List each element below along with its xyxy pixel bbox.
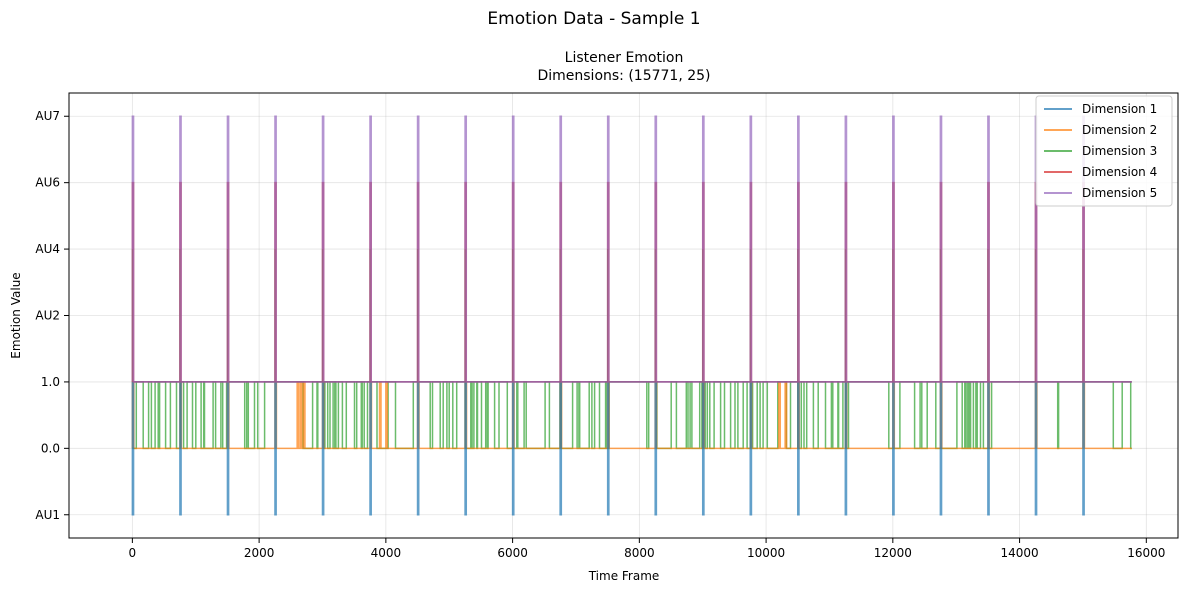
chart-title-line2: Dimensions: (15771, 25) — [537, 68, 710, 84]
y-tick-label: AU7 — [35, 109, 60, 123]
x-tick-label: 10000 — [747, 546, 785, 560]
y-axis-ticks: AU1 0.0 1.0 AU2 AU4 AU6 AU7 — [35, 109, 69, 522]
chart-title-line1: Listener Emotion — [565, 50, 684, 66]
x-tick-label: 12000 — [874, 546, 912, 560]
y-tick-label: AU2 — [35, 309, 60, 323]
grid-lines — [69, 93, 1178, 538]
x-axis-ticks: 0 2000 4000 6000 8000 10000 12000 14000 16000 — [129, 538, 1165, 560]
legend-label: Dimension 1 — [1082, 102, 1157, 116]
figure-suptitle: Emotion Data - Sample 1 — [487, 9, 700, 29]
y-tick-label: AU6 — [35, 176, 60, 190]
legend-box — [1035, 95, 1173, 207]
legend: Dimension 1 Dimension 2 Dimension 3 Dimensi… — [1035, 95, 1173, 207]
series-line-dimension-5 — [131, 115, 1132, 383]
y-tick-label: AU4 — [35, 242, 60, 256]
x-tick-label: 16000 — [1127, 546, 1165, 560]
series-line-dimension-2 — [131, 381, 1132, 450]
x-tick-label: 6000 — [497, 546, 528, 560]
legend-label: Dimension 5 — [1082, 186, 1157, 200]
legend-label: Dimension 2 — [1082, 123, 1157, 137]
x-axis-label: Time Frame — [588, 569, 660, 583]
series-line-dimension-1 — [131, 381, 1132, 516]
y-tick-label: AU1 — [35, 508, 60, 522]
legend-label: Dimension 4 — [1082, 165, 1157, 179]
y-tick-label: 1.0 — [41, 375, 60, 389]
legend-label: Dimension 3 — [1082, 144, 1157, 158]
y-axis-label: Emotion Value — [9, 272, 23, 358]
series-line-dimension-3 — [132, 381, 1132, 450]
x-tick-label: 0 — [129, 546, 137, 560]
x-tick-label: 4000 — [371, 546, 402, 560]
plot-area — [131, 115, 1132, 516]
x-tick-label: 8000 — [624, 546, 655, 560]
series-line-dimension-4 — [131, 181, 1132, 383]
x-tick-label: 14000 — [1000, 546, 1038, 560]
y-tick-label: 0.0 — [41, 441, 60, 455]
x-tick-label: 2000 — [244, 546, 275, 560]
